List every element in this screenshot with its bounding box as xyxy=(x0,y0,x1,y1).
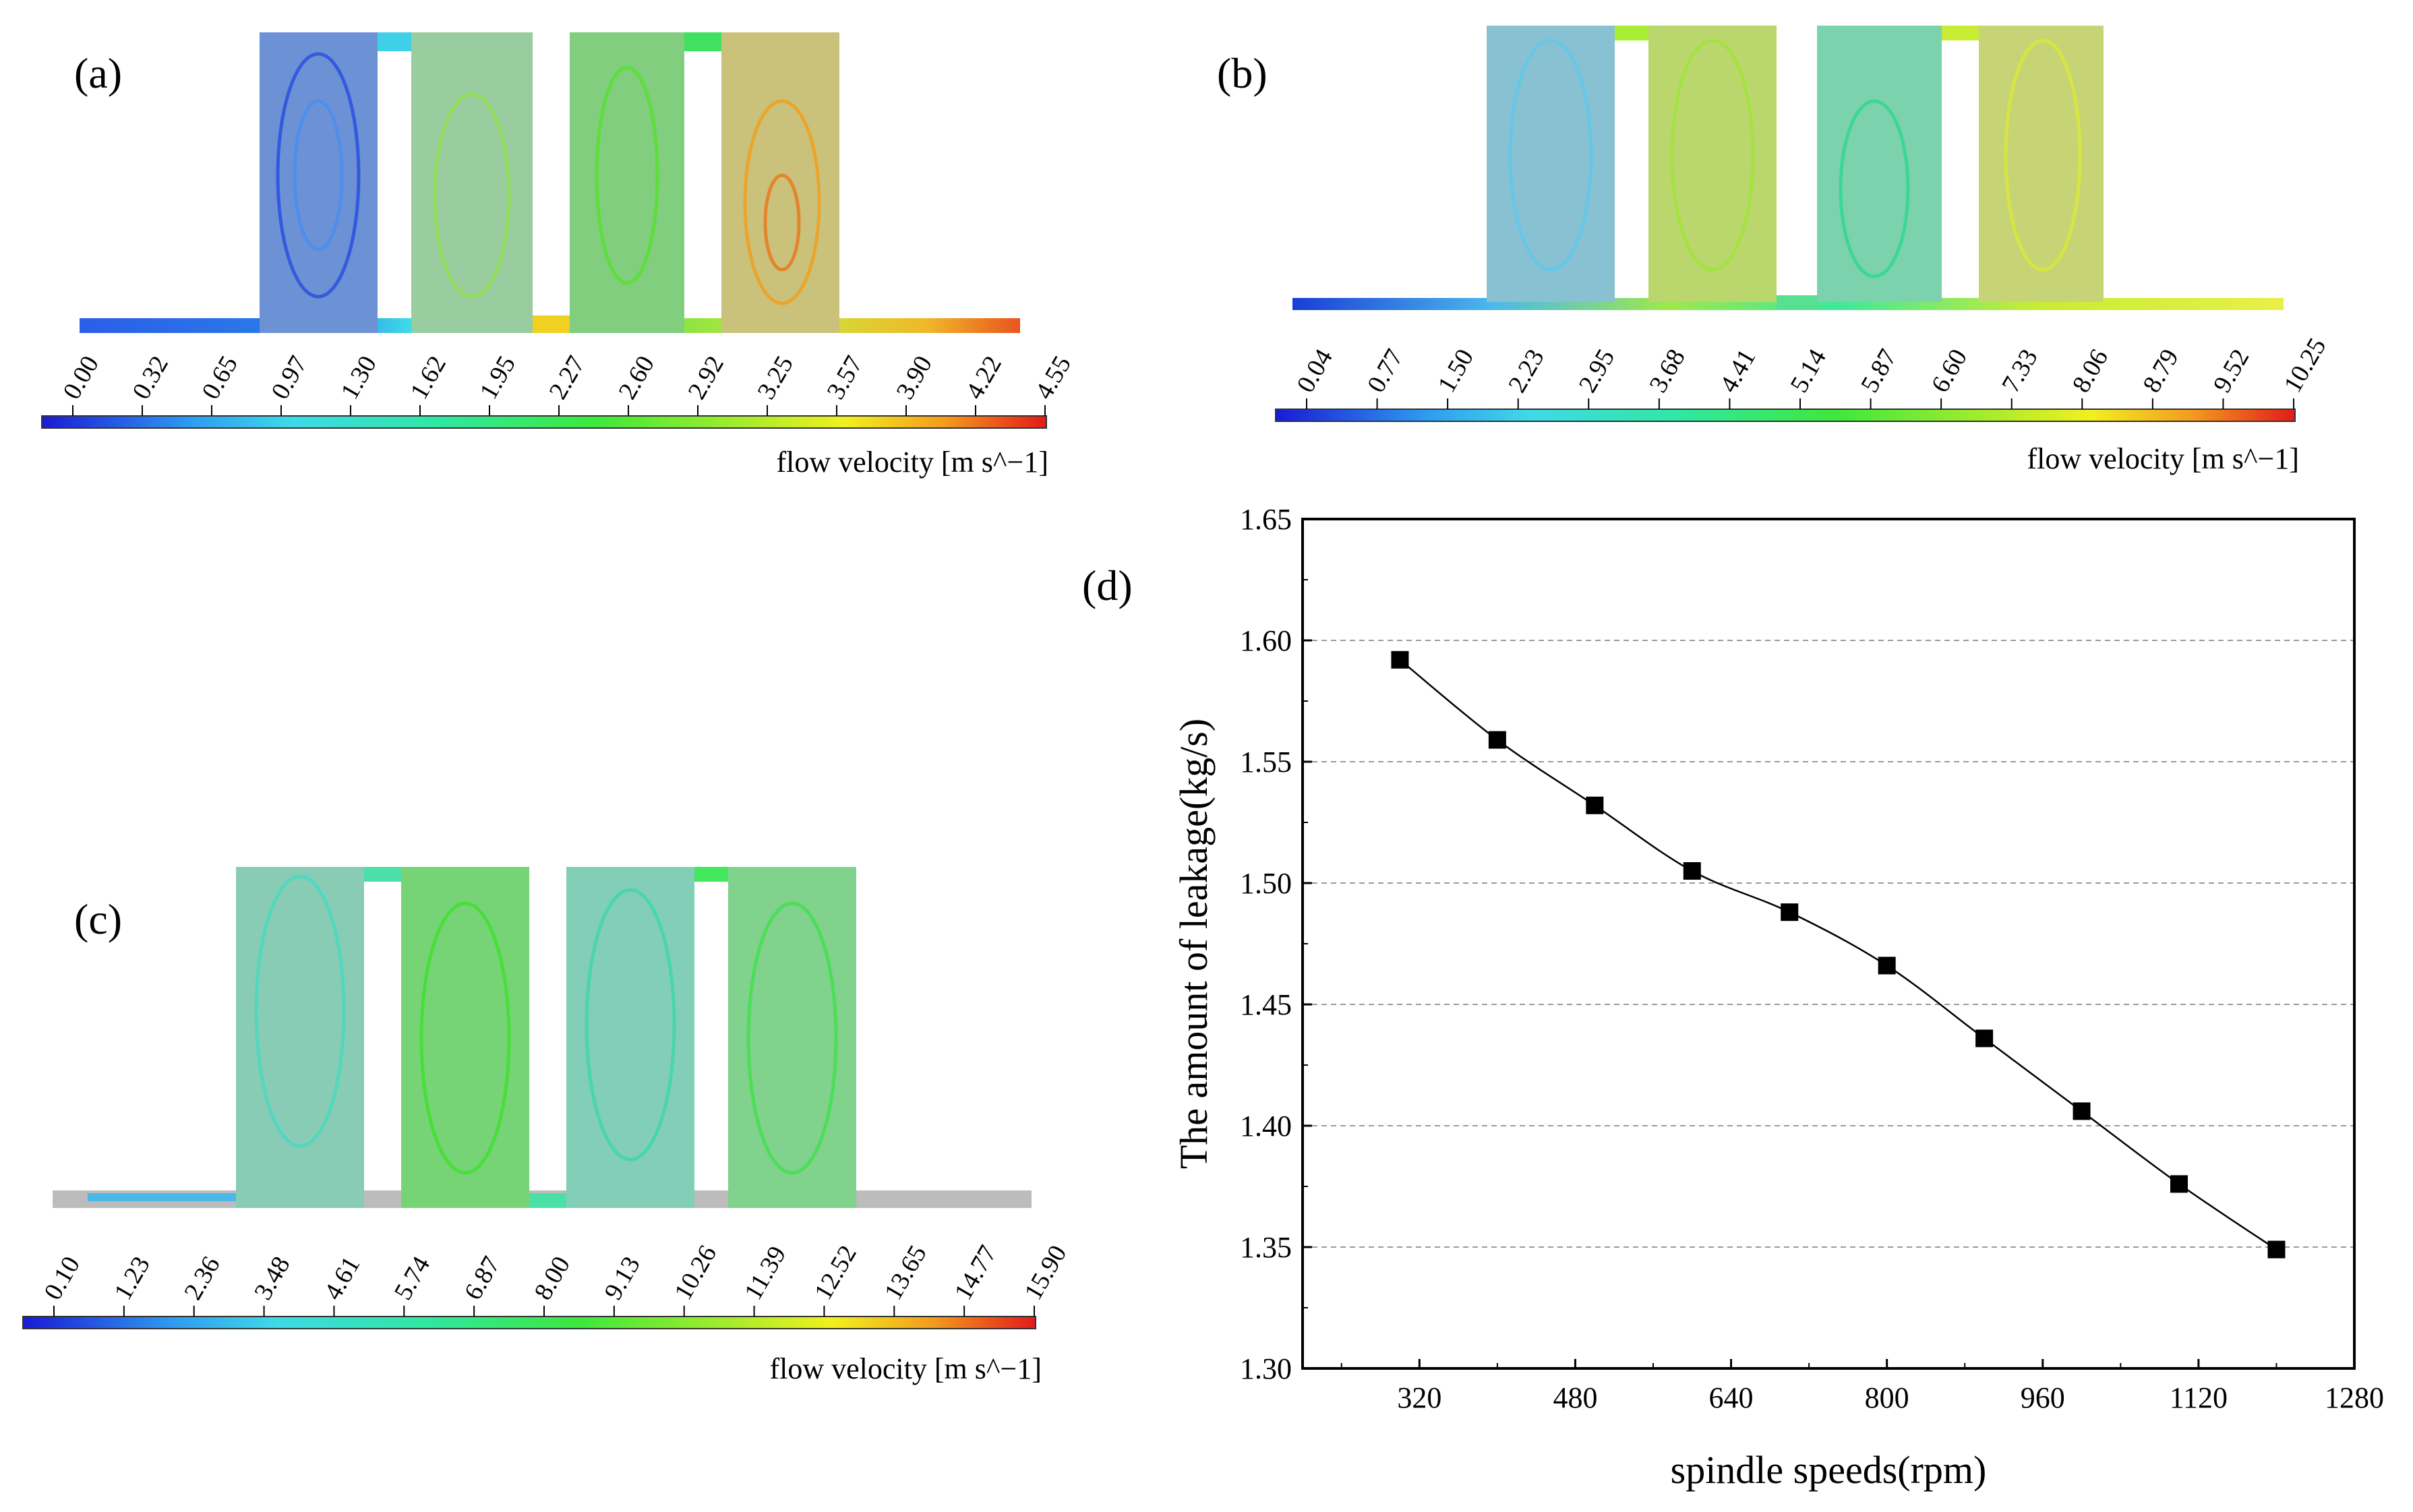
panel-a-colorbar-tick-label: 0.32 xyxy=(127,351,174,404)
panel-c-colorbar-tick-label: 3.48 xyxy=(249,1252,296,1305)
panel-a-colorbar-tick-label: 1.30 xyxy=(335,351,382,404)
panel-c-label: (c) xyxy=(74,895,122,943)
x-tick-label: 1280 xyxy=(2325,1381,2384,1414)
leakage-chart: 1.30 1.35 1.40 1.45 1.50 1.55 1.60 1.65 320 480 6… xyxy=(1172,503,2384,1492)
panel-a-flow-field xyxy=(80,32,1020,333)
panel-a-colorbar-tick-label: 4.22 xyxy=(960,351,1007,404)
panel-b-colorbar-unit: flow velocity [m s^−1] xyxy=(2027,442,2300,475)
data-point-marker xyxy=(1586,796,1604,814)
y-tick-label: 1.50 xyxy=(1240,867,1292,900)
x-tick-label: 960 xyxy=(2021,1381,2065,1414)
panel-d-label: (d) xyxy=(1082,562,1133,609)
panel-a-colorbar-tick-label: 3.57 xyxy=(821,351,868,404)
panel-c-colorbar-tick-label: 15.90 xyxy=(1019,1240,1072,1304)
panel-b-colorbar-tick-label: 2.23 xyxy=(1503,344,1550,398)
y-tick-label: 1.35 xyxy=(1240,1231,1292,1264)
panel-b-colorbar-tick-label: 1.50 xyxy=(1433,344,1480,398)
y-tick-label: 1.45 xyxy=(1240,988,1292,1021)
x-axis: 320 480 640 800 960 1120 1280 xyxy=(1340,1359,2384,1414)
panel-a-colorbar-tick-label: 3.90 xyxy=(891,351,938,404)
panel-b-colorbar-tick-label: 4.41 xyxy=(1715,344,1762,398)
panel-b-flow-field xyxy=(1292,26,2284,310)
panel-c-colorbar-tick-label: 14.77 xyxy=(949,1240,1003,1304)
y-tick-label: 1.40 xyxy=(1240,1110,1292,1143)
leakage-series-line xyxy=(1399,659,2277,1250)
panel-c-colorbar-unit: flow velocity [m s^−1] xyxy=(770,1352,1042,1385)
x-tick-label: 640 xyxy=(1709,1381,1754,1414)
y-tick-label: 1.30 xyxy=(1240,1352,1292,1385)
panel-a-colorbar-tick-label: 0.65 xyxy=(196,351,243,404)
y-axis-label: The amount of leakage(kg/s) xyxy=(1172,719,1216,1169)
y-tick-label: 1.55 xyxy=(1240,746,1292,779)
panel-b-colorbar-tick-label: 6.60 xyxy=(1926,344,1973,398)
panel-c-colorbar-tick-label: 13.65 xyxy=(879,1240,932,1304)
panel-c-colorbar-tick-label: 10.26 xyxy=(669,1240,722,1304)
panel-c-colorbar-tick-label: 5.74 xyxy=(389,1252,436,1305)
panel-c-colorbar-tick-label: 6.87 xyxy=(459,1252,506,1305)
leakage-markers xyxy=(1391,651,2286,1259)
panel-c-colorbar-tick-label: 8.00 xyxy=(529,1252,576,1305)
panel-b-colorbar-tick-label: 3.68 xyxy=(1644,344,1691,398)
panel-b-label: (b) xyxy=(1217,49,1268,97)
panel-d: (d) 1.30 1.35 1.40 1.45 1.50 1.55 1.60 1.65 320… xyxy=(1082,503,2384,1492)
data-point-marker xyxy=(2267,1240,2286,1259)
panel-a-colorbar-tick-label: 2.60 xyxy=(613,351,660,404)
data-point-marker xyxy=(2170,1175,2188,1193)
panel-a-colorbar-tick-label: 0.00 xyxy=(57,351,105,404)
panel-a-label: (a) xyxy=(74,49,122,97)
panel-a-colorbar-tick-label: 2.27 xyxy=(543,351,591,404)
panel-b-colorbar-tick-label: 0.77 xyxy=(1362,344,1409,398)
panel-b-colorbar-tick-label: 8.06 xyxy=(2067,344,2114,398)
chart-grid xyxy=(1303,640,2354,1248)
panel-a-colorbar-tick-label: 1.95 xyxy=(474,351,521,404)
panel-c-colorbar-tick-label: 11.39 xyxy=(739,1242,792,1305)
data-point-marker xyxy=(1975,1029,1994,1048)
panel-c-colorbar-tick-label: 2.36 xyxy=(179,1252,226,1305)
panel-b-colorbar-tick-label: 5.14 xyxy=(1785,344,1832,398)
plot-frame xyxy=(1301,518,2356,1370)
panel-a-colorbar-tick-label: 2.92 xyxy=(682,351,729,404)
data-point-marker xyxy=(1781,903,1799,921)
panel-c-colorbar-tick-label: 12.52 xyxy=(809,1240,862,1304)
y-axis: 1.30 1.35 1.40 1.45 1.50 1.55 1.60 1.65 xyxy=(1240,503,1312,1385)
y-tick-label: 1.65 xyxy=(1240,503,1292,536)
data-point-marker xyxy=(1683,862,1701,880)
data-point-marker xyxy=(1878,957,1896,975)
data-point-marker xyxy=(1391,651,1409,669)
panel-c-colorbar-tick-label: 1.23 xyxy=(109,1252,156,1305)
panel-b-colorbar-tick-label: 9.52 xyxy=(2208,344,2255,398)
panel-a-colorbar-unit: flow velocity [m s^−1] xyxy=(777,446,1049,479)
panel-a-colorbar-tick-label: 1.62 xyxy=(405,351,452,404)
data-point-marker xyxy=(2073,1102,2091,1120)
panel-b-colorbar: 0.04 0.77 1.50 2.23 2.95 3.68 4.41 5.14 5.87 6.60… xyxy=(1275,333,2332,475)
x-tick-label: 1120 xyxy=(2170,1381,2228,1414)
x-tick-label: 320 xyxy=(1397,1381,1441,1414)
panel-c-colorbar-tick-label: 9.13 xyxy=(599,1252,646,1305)
panel-b: (b) 0.04 0.77 1.50 2.23 2.95 3.68 4.41 5.14 5. xyxy=(1217,26,2332,475)
panel-a-colorbar-tick-label: 3.25 xyxy=(752,351,799,404)
panel-b-colorbar-tick-label: 8.79 xyxy=(2137,344,2184,398)
panel-b-colorbar-tick-label: 2.95 xyxy=(1574,344,1621,398)
y-tick-label: 1.60 xyxy=(1240,624,1292,657)
panel-a-colorbar: 0.00 0.32 0.65 0.97 1.30 1.62 1.95 2.27 2.60 2.92… xyxy=(41,351,1077,479)
panel-a: (a) 0.00 0.32 0.65 0.97 xyxy=(41,32,1077,479)
x-tick-label: 480 xyxy=(1553,1381,1597,1414)
panel-b-colorbar-tick-label: 7.33 xyxy=(1996,344,2044,398)
panel-a-colorbar-tick-label: 4.55 xyxy=(1030,351,1077,404)
panel-c-colorbar-tick-label: 0.10 xyxy=(38,1252,86,1305)
panel-a-colorbar-tick-label: 0.97 xyxy=(266,351,313,404)
panel-c-colorbar-tick-label: 4.61 xyxy=(319,1252,366,1305)
panel-c-flow-field xyxy=(53,867,1032,1208)
panel-c-colorbar: 0.10 1.23 2.36 3.48 4.61 5.74 6.87 8.00 9.13 10.2… xyxy=(22,1240,1073,1385)
panel-b-colorbar-tick-label: 10.25 xyxy=(2278,333,2331,397)
x-axis-label: spindle speeds(rpm) xyxy=(1671,1448,1987,1492)
panel-c: (c) 0.10 1.23 2.36 3.48 4.61 5.74 6.8 xyxy=(22,867,1073,1385)
x-tick-label: 800 xyxy=(1865,1381,1909,1414)
panel-b-colorbar-tick-label: 5.87 xyxy=(1855,344,1903,398)
data-point-marker xyxy=(1488,731,1506,749)
panel-b-colorbar-tick-label: 0.04 xyxy=(1291,344,1338,398)
